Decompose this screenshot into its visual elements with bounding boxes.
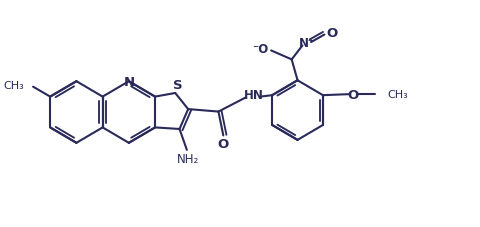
Text: N: N xyxy=(123,75,134,88)
Text: O: O xyxy=(347,88,358,101)
Text: HN: HN xyxy=(244,89,264,102)
Text: O: O xyxy=(217,138,228,151)
Text: CH₃: CH₃ xyxy=(3,80,24,90)
Text: N⁺: N⁺ xyxy=(299,37,315,50)
Text: O: O xyxy=(325,26,336,39)
Text: S: S xyxy=(173,79,182,92)
Text: CH₃: CH₃ xyxy=(386,90,408,100)
Text: ⁻O: ⁻O xyxy=(252,43,268,56)
Text: NH₂: NH₂ xyxy=(176,153,199,165)
